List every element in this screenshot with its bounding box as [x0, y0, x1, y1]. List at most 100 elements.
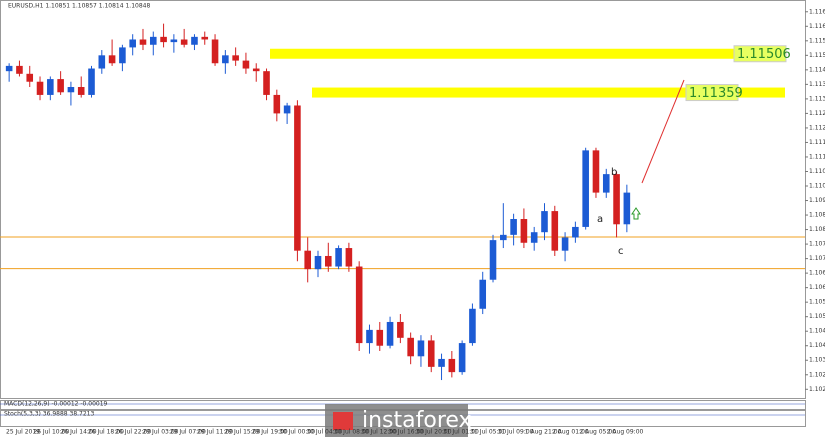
indicator-label: Stoch(5,3,3) 36.9888 38.7213: [4, 411, 95, 418]
candle-body: [232, 55, 239, 61]
candle-body: [448, 358, 456, 373]
x-tick-label: 30 Jul 00:00: [279, 429, 315, 436]
candle-body: [98, 55, 106, 69]
x-tick-label: 26 Jul 14:00: [61, 429, 97, 436]
candle-body: [386, 321, 394, 346]
y-tick-label: 1.10675: [809, 270, 825, 277]
wave-label: a: [597, 214, 603, 225]
x-tick-label: 29 Jul 07:00: [170, 429, 206, 436]
zone-label-box: [733, 45, 787, 63]
candle-body: [191, 36, 198, 45]
symbol-info: EURUSD,H1 1.10851 1.10857 1.10814 1.1084…: [8, 3, 150, 10]
candle-body: [16, 65, 23, 74]
y-tick-label: 1.11170: [809, 139, 825, 146]
trend-arrow: [641, 79, 685, 184]
candle-body: [47, 79, 54, 95]
candle-body: [180, 39, 188, 45]
y-tick-label: 1.11610: [809, 23, 825, 30]
up-arrow-icon: [631, 207, 641, 220]
candle-body: [427, 340, 435, 367]
y-tick-label: 1.10235: [809, 386, 825, 393]
x-tick-label: 29 Jul 11:00: [197, 429, 233, 436]
indicator-label: MACD(12,26,9) -0.00012 -0.00019: [4, 401, 108, 408]
candle-body: [541, 211, 548, 233]
x-tick-label: 25 Jul 2019: [6, 429, 40, 436]
watermark-logo: [333, 412, 353, 430]
candle-body: [77, 87, 85, 95]
plot: 1.11665 1.11610 1.11555 1.11500 1.11445 1.113…: [0, 8, 825, 393]
candle-body: [602, 174, 610, 193]
zone-label: 1.11359: [689, 86, 743, 101]
candle-body: [510, 219, 517, 235]
y-tick-label: 1.10510: [809, 313, 825, 320]
candle-body: [397, 321, 404, 338]
y-tick-label: 1.11005: [809, 183, 825, 190]
y-tick-label: 1.11115: [809, 153, 825, 160]
y-tick-label: 1.11555: [809, 37, 825, 44]
watermark: instaforex: [362, 408, 472, 433]
candle-body: [582, 150, 589, 227]
x-tick-label: 29 Jul 19:00: [252, 429, 288, 436]
wave-label: c: [618, 246, 624, 257]
candle-body: [57, 79, 64, 93]
y-tick-label: 1.11335: [809, 95, 825, 102]
candle-body: [211, 39, 219, 64]
x-tick-label: 30 Jul 04:00: [306, 429, 342, 436]
y-tick-label: 1.11665: [809, 8, 825, 15]
candle-body: [139, 39, 147, 45]
candle-body: [149, 36, 157, 45]
y-tick-label: 1.11500: [809, 52, 825, 59]
x-tick-label: 2 Aug 05:00: [579, 429, 616, 436]
y-tick-label: 1.10565: [809, 299, 825, 306]
y-tick-label: 1.10895: [809, 212, 825, 219]
x-tick-label: 31 Jul 01:00: [443, 429, 479, 436]
y-tick-label: 1.10730: [809, 255, 825, 262]
candle-body: [170, 39, 178, 43]
candle-body: [242, 60, 250, 69]
y-tick-label: 1.11390: [809, 81, 825, 88]
y-tick-label: 1.10785: [809, 241, 825, 248]
candle-body: [366, 329, 373, 344]
candle-body: [26, 73, 34, 82]
x-tick-label: 2 Aug 01:00: [552, 429, 589, 436]
y-tick-label: 1.10345: [809, 357, 825, 364]
zone-label-box: [685, 84, 739, 102]
candle-body: [108, 55, 116, 64]
candle-body: [479, 279, 487, 309]
candle-body: [438, 358, 445, 367]
candle-body: [561, 237, 569, 251]
candle-body: [304, 250, 311, 270]
candle-body: [36, 81, 44, 95]
candle-body: [5, 65, 13, 72]
y-tick-label: 1.10950: [809, 197, 825, 204]
candle-body: [551, 211, 559, 251]
candle-body: [458, 343, 466, 373]
x-tick-label: 30 Jul 20:00: [416, 429, 452, 436]
x-tick-label: 31 Jul 09:00: [497, 429, 533, 436]
candle-body: [160, 36, 167, 43]
y-tick-label: 1.11445: [809, 66, 825, 73]
x-tick-label: 30 Jul 12:00: [361, 429, 397, 436]
x-tick-label: 31 Jul 05:00: [470, 429, 506, 436]
candle-body: [592, 150, 600, 193]
x-tick-label: 2 Aug 09:00: [607, 429, 644, 436]
candle-body: [407, 337, 414, 357]
candle-body: [222, 55, 229, 64]
y-tick-label: 1.10620: [809, 284, 825, 291]
candle-body: [67, 87, 75, 93]
candle-body: [119, 47, 126, 64]
candle-body: [273, 94, 281, 114]
candle-body: [335, 248, 342, 267]
x-tick-label: 26 Jul 18:00: [88, 429, 124, 436]
y-tick-label: 1.11225: [809, 124, 825, 131]
zone-label: 1.11506: [737, 47, 791, 62]
candle-body: [572, 226, 579, 238]
candle-body: [88, 68, 95, 95]
candle-body: [530, 232, 538, 243]
candle-body: [314, 255, 322, 270]
candle-body: [376, 329, 384, 346]
candle-body: [129, 39, 136, 48]
candle-body: [613, 174, 620, 225]
resistance-zone: [312, 87, 785, 98]
